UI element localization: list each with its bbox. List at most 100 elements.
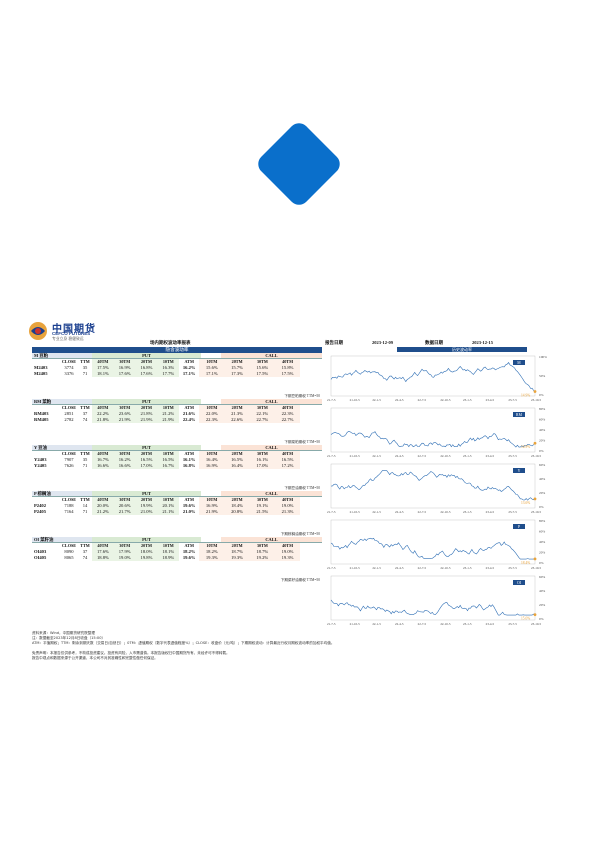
hv-series-line [330,430,536,448]
x-tick-label: 23-1-5 [463,510,472,514]
chart-badge-bg [513,468,525,473]
x-tick-label: 23-10-5 [531,510,541,514]
col-call: 30TM [249,405,275,411]
x-tick-label: 21-7-5 [327,510,336,514]
chart-badge: M [517,361,521,365]
put-iv: 17.6% [92,549,114,555]
section-footnote: 下期菜籽油期权 TTM=50 [280,578,320,582]
section-spacer [32,515,322,531]
close-value: 8090 [64,549,74,554]
col-call: 20TM [224,359,250,365]
note-2: ATM：平值期权；TTM：剩余到期天数（交易日/自然日）；0TM：虚值期权（数字… [32,641,335,646]
x-tick-label: 22-10-5 [440,454,450,458]
contract-code: OI403 [34,549,47,554]
call-iv: 19.0% [274,503,301,509]
put-iv: 16.5% [157,457,180,463]
y-tick-label: 80% [539,519,545,523]
col-put: 30TM [113,543,136,549]
y-tick-label: 40% [539,477,545,481]
section-header: P 棕榈油 PUT CALL [32,491,322,497]
section-footnote: 下期豆粕期权 TTM=50 [284,394,320,398]
table-section: P 棕榈油 PUT CALL CLOSE TTM 40TM 30TM 20TM 10TM ATM 1… [32,491,322,537]
hv-chart-block: 16.9% RM 80% 60% 40% 20% 0% 21-7-5 21-10-5 22-1-5… [327,404,567,460]
x-tick-label: 22-4-5 [395,398,404,402]
put-iv: 21.2% [157,411,180,417]
call-iv: 15.6% [199,365,225,371]
call-iv: 21.3% [224,411,250,417]
y-tick-label: 60% [539,530,545,534]
put-iv: 21.9% [157,417,180,423]
hv-chart: 15.0% OI 60% 40% 20% 0% 21-7-5 21-10-5 22-1-5 22-… [327,575,545,626]
atm-iv: 16.1% [182,457,196,462]
col-put: 20TM [135,405,158,411]
col-atm: ATM [184,497,194,502]
chart-frame [330,407,536,453]
last-point [533,613,537,617]
x-tick-label: 23-1-5 [463,398,472,402]
x-tick-label: 23-1-5 [463,566,472,570]
contract-code: M2405 [34,371,48,376]
ttm-value: 71 [82,509,88,514]
hv-chart-block: 14.9% M 100% 50% 0% 21-7-5 21-10-5 22-1-5 22-4-5… [327,352,567,404]
section-footnote: 下期棕榈油期权 TTM=50 [280,532,320,536]
call-iv: 15.6% [249,365,275,371]
x-tick-label: 21-7-5 [327,398,336,402]
col-call: 20TM [224,451,250,457]
ttm-value: 74 [82,417,88,422]
col-put: 10TM [157,543,180,549]
y-tick-label: 0% [539,617,544,621]
call-iv: 15.8% [274,365,301,371]
put-iv: 17.9% [113,549,136,555]
col-put: 10TM [157,497,180,503]
last-point [533,557,537,561]
col-call: 40TM [274,451,301,457]
call-iv: 22.7% [274,417,301,423]
call-label: CALL [221,491,322,496]
call-iv: 22.1% [249,411,275,417]
call-iv: 17.0% [249,463,275,469]
section-name: RM 菜粕 [32,399,92,404]
hv-series-line [330,361,536,392]
put-iv: 21.8% [92,417,114,423]
put-iv: 20.0% [92,503,114,509]
put-iv: 21.2% [92,509,114,515]
col-ttm: TTM [80,359,90,364]
chart-badge: RM [516,413,523,417]
call-iv: 18.2% [199,549,225,555]
hv-chart: 16.9% RM 80% 60% 40% 20% 0% 21-7-5 21-10-5 22-1-5… [327,407,545,458]
ttm-value: 37 [82,549,88,554]
column-header-row: CLOSE TTM 40TM 30TM 20TM 10TM ATM 10TM 20TM 30TM 4… [32,451,322,457]
col-atm: ATM [184,359,194,364]
contract-code: M2403 [34,365,48,370]
x-tick-label: 23-10-5 [531,622,541,626]
put-iv: 21.7% [113,509,136,515]
x-tick-label: 22-1-5 [372,510,381,514]
col-call: 10TM [199,451,225,457]
call-iv: 16.9% [199,503,225,509]
put-iv: 18.9% [157,555,180,561]
section-spacer [32,377,322,393]
col-put: 10TM [157,405,180,411]
x-tick-label: 21-10-5 [350,622,360,626]
x-tick-label: 22-4-5 [395,510,404,514]
contract-code: RM403 [34,411,49,416]
table-section: OI 菜籽油 PUT CALL CLOSE TTM 40TM 30TM 20TM 10TM ATM… [32,537,322,583]
col-call: 30TM [249,497,275,503]
contract-code: OI405 [34,555,47,560]
ref-date: 2023-12-15 [472,340,493,345]
table-row: P2405 7164 71 21.2% 21.7% 21.0% 21.1% 21.0% 21.9… [32,509,322,515]
last-point [533,390,537,393]
x-tick-label: 23-10-5 [531,398,541,402]
put-iv: 18.1% [92,371,114,377]
chart-badge: P [518,525,520,529]
put-iv: 17.5% [92,365,114,371]
cover-diamond-logo [253,118,345,210]
y-tick-label: 20% [539,603,545,607]
col-put: 20TM [135,451,158,457]
put-iv: 16.7% [157,463,180,469]
col-put: 10TM [157,359,180,365]
section-header: Y 豆油 PUT CALL [32,445,322,451]
put-iv: 16.5% [135,457,158,463]
col-call: 10TM [199,405,225,411]
call-iv: 20.8% [224,509,250,515]
